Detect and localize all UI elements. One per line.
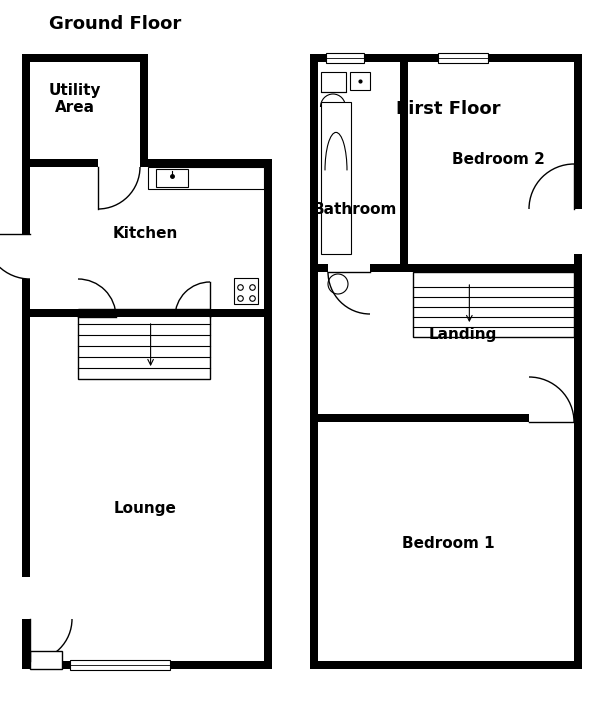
Text: Bathroom: Bathroom: [313, 201, 397, 216]
Bar: [574, 209, 583, 254]
Bar: [140, 159, 272, 167]
Bar: [78, 309, 210, 379]
Bar: [350, 72, 370, 90]
Bar: [22, 54, 30, 669]
Text: First Floor: First Floor: [396, 100, 500, 118]
Text: Utility
Area: Utility Area: [49, 83, 101, 115]
Bar: [148, 167, 264, 189]
Bar: [310, 661, 582, 669]
Bar: [234, 277, 258, 304]
Bar: [326, 53, 364, 62]
Text: Landing: Landing: [429, 327, 497, 342]
Bar: [574, 54, 582, 669]
Bar: [310, 54, 318, 669]
Bar: [529, 413, 574, 422]
Bar: [264, 159, 272, 669]
Bar: [400, 62, 408, 264]
Bar: [321, 72, 346, 92]
Bar: [22, 309, 272, 317]
Bar: [22, 234, 31, 279]
Bar: [30, 651, 62, 669]
Bar: [321, 102, 351, 254]
Bar: [70, 660, 170, 670]
Text: Kitchen: Kitchen: [112, 227, 178, 242]
Text: Lounge: Lounge: [113, 502, 176, 516]
Bar: [78, 308, 210, 317]
Bar: [22, 661, 272, 669]
Bar: [22, 577, 31, 619]
Bar: [30, 651, 62, 669]
Bar: [70, 660, 170, 669]
Bar: [438, 53, 488, 62]
Bar: [140, 54, 148, 159]
Bar: [310, 54, 582, 62]
Bar: [328, 263, 370, 272]
Bar: [438, 53, 488, 63]
Bar: [22, 54, 148, 62]
Bar: [318, 264, 582, 272]
Bar: [413, 272, 574, 337]
Bar: [156, 169, 188, 187]
Bar: [310, 414, 574, 422]
Text: Ground Floor: Ground Floor: [49, 15, 181, 33]
Bar: [326, 53, 364, 63]
Bar: [413, 264, 574, 272]
Bar: [30, 159, 98, 167]
Text: Bedroom 2: Bedroom 2: [452, 151, 544, 167]
Text: Bedroom 1: Bedroom 1: [401, 536, 494, 552]
Bar: [78, 309, 210, 317]
